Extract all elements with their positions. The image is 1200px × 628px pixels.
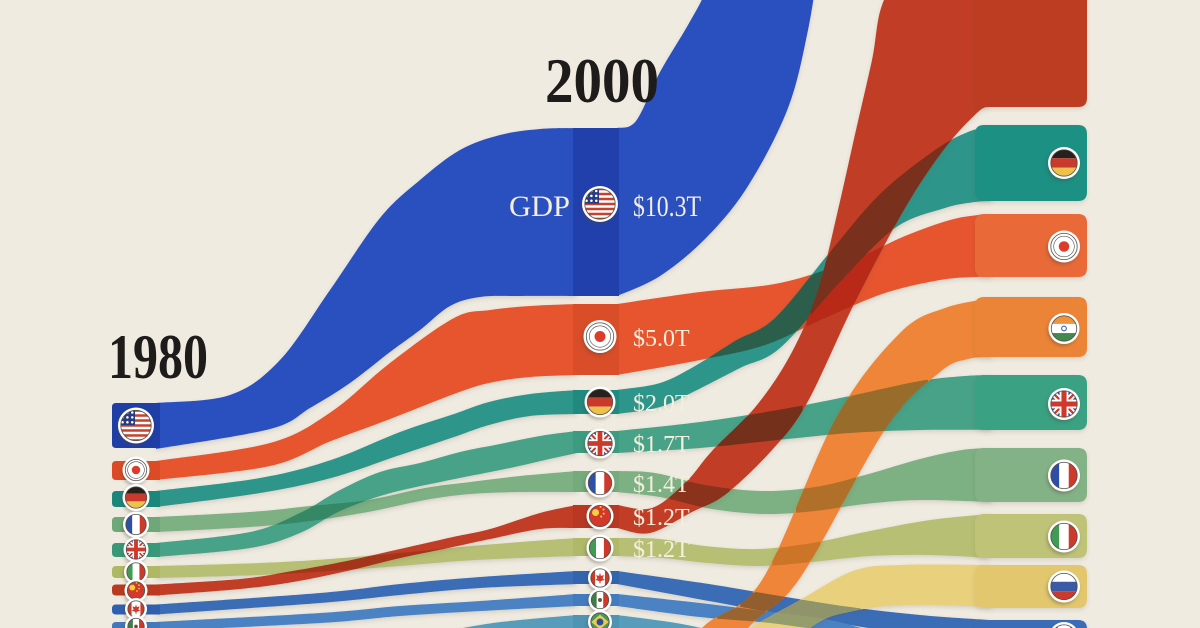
svg-text:2000: 2000 bbox=[545, 45, 659, 116]
svg-text:$1.2T: $1.2T bbox=[633, 537, 690, 563]
svg-text:$1.7T: $1.7T bbox=[633, 432, 690, 458]
svg-text:1980: 1980 bbox=[108, 321, 208, 392]
svg-text:$5.0T: $5.0T bbox=[633, 326, 690, 352]
svg-text:$10.3T: $10.3T bbox=[633, 190, 701, 223]
svg-text:$1.2T: $1.2T bbox=[633, 505, 690, 531]
svg-text:GDP: GDP bbox=[509, 190, 570, 223]
svg-text:$2.0T: $2.0T bbox=[633, 391, 690, 417]
svg-text:$1.4T: $1.4T bbox=[633, 472, 690, 498]
